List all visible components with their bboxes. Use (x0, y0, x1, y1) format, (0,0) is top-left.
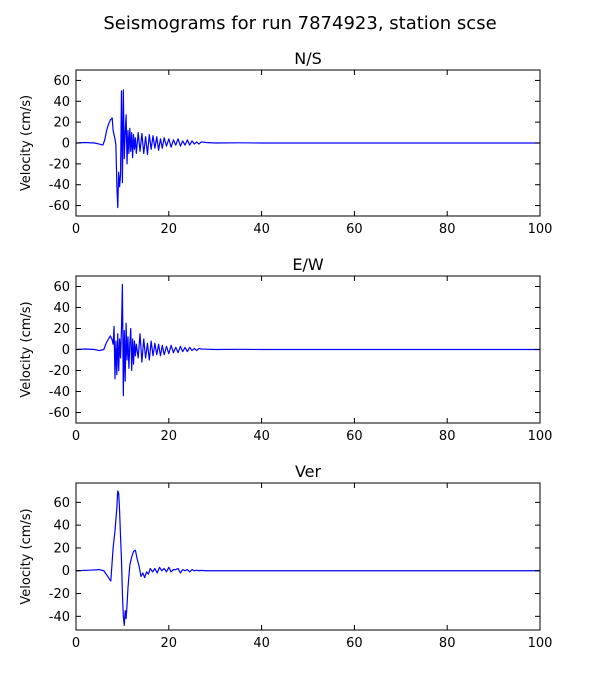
x-tick-label: 40 (253, 222, 270, 237)
series-line-ew (76, 283, 540, 397)
series-line-ver (76, 490, 540, 627)
y-tick-label: -20 (49, 364, 70, 379)
x-tick-label: 80 (439, 222, 456, 237)
x-tick-label: 60 (346, 429, 363, 444)
x-tick-label: 0 (72, 429, 80, 444)
y-tick-label: 20 (53, 541, 70, 556)
panel-title-ns: N/S (294, 49, 322, 68)
x-tick-label: 60 (346, 222, 363, 237)
y-tick-label: -60 (49, 199, 70, 214)
x-tick-label: 20 (161, 636, 178, 651)
series-line-ns (76, 89, 540, 209)
panel-ns: N/S Velocity (cm/s) 0 20 40 60 80 100 -60 -40 -20 0… (19, 49, 552, 237)
y-axis-label-ew: Velocity (cm/s) (19, 301, 34, 397)
axes-frame-ver (75, 482, 541, 631)
x-tick-label: 0 (72, 636, 80, 651)
panel-title-ew: E/W (292, 255, 324, 274)
x-tick-label: 100 (528, 636, 553, 651)
y-tick-label: 20 (53, 116, 70, 131)
y-tick-label: 60 (53, 74, 70, 89)
figure-title: Seismograms for run 7874923, station scs… (103, 13, 496, 34)
plots: N/S Velocity (cm/s) 0 20 40 60 80 100 -60 -40 -20 0… (19, 49, 552, 651)
y-tick-label: 40 (53, 301, 70, 316)
y-tick-label: 60 (53, 280, 70, 295)
y-tick-label: -40 (49, 610, 70, 625)
panel-title-ver: Ver (295, 462, 322, 481)
y-axis-label-ns: Velocity (cm/s) (19, 95, 34, 191)
x-tick-label: 20 (161, 429, 178, 444)
y-tick-label: 0 (62, 137, 70, 152)
panel-ver: Ver Velocity (cm/s) 0 20 40 60 80 100 -40 -20 0 20 4… (19, 462, 552, 651)
x-tick-label: 60 (346, 636, 363, 651)
x-tick-label: 20 (161, 222, 178, 237)
y-axis-label-ver: Velocity (cm/s) (19, 508, 34, 604)
x-tick-label: 100 (528, 222, 553, 237)
y-tick-label: 40 (53, 519, 70, 534)
y-tick-label: 0 (62, 564, 70, 579)
y-tick-label: -20 (49, 157, 70, 172)
x-tick-label: 40 (253, 636, 270, 651)
x-tick-label: 80 (439, 429, 456, 444)
y-tick-label: 40 (53, 95, 70, 110)
y-tick-label: -60 (49, 406, 70, 421)
x-tick-label: 80 (439, 636, 456, 651)
y-tick-label: -40 (49, 385, 70, 400)
y-tick-label: 20 (53, 322, 70, 337)
x-tick-label: 0 (72, 222, 80, 237)
y-tick-label: -20 (49, 587, 70, 602)
x-tick-label: 100 (528, 429, 553, 444)
x-tick-label: 40 (253, 429, 270, 444)
y-tick-label: -40 (49, 178, 70, 193)
y-tick-label: 0 (62, 343, 70, 358)
y-tick-label: 60 (53, 496, 70, 511)
panel-ew: E/W Velocity (cm/s) 0 20 40 60 80 100 -60 -40 -20 0… (19, 255, 552, 444)
